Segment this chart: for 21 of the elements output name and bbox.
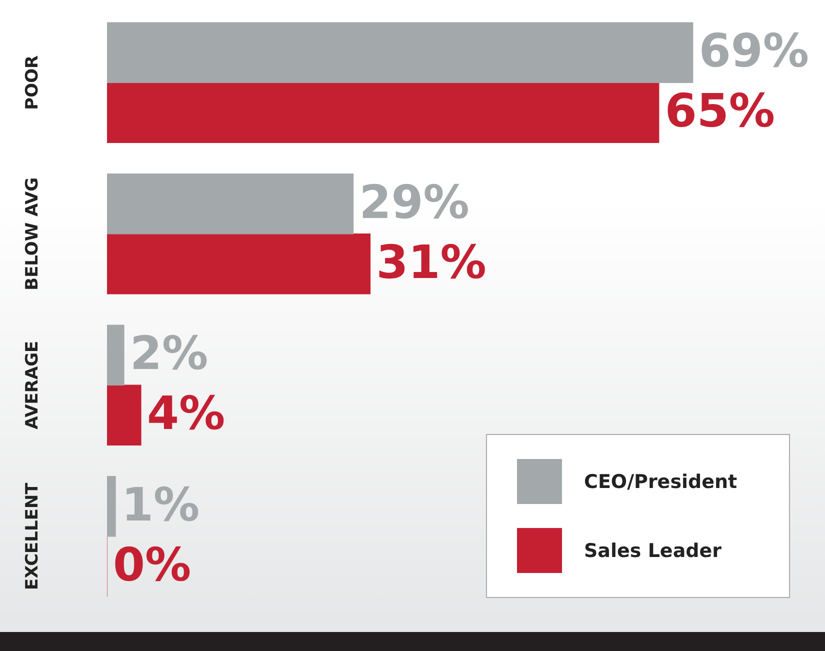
y-tick-label: AVERAGE bbox=[22, 340, 42, 430]
bar bbox=[107, 174, 354, 234]
legend-label: CEO/President bbox=[584, 470, 738, 492]
y-tick-label: EXCELLENT bbox=[22, 482, 42, 590]
bar bbox=[107, 234, 371, 294]
y-tick-label: POOR bbox=[22, 55, 42, 110]
data-label: 65% bbox=[664, 84, 775, 138]
data-label: 0% bbox=[113, 537, 192, 592]
data-label: 1% bbox=[121, 477, 200, 532]
bar bbox=[107, 324, 124, 386]
data-label: 2% bbox=[130, 326, 208, 380]
bar bbox=[107, 82, 660, 143]
y-tick-label: BELOW AVG bbox=[22, 177, 42, 290]
data-label: 69% bbox=[698, 24, 809, 78]
bar bbox=[107, 22, 694, 83]
data-label: 31% bbox=[376, 234, 486, 289]
data-label: 29% bbox=[359, 174, 470, 229]
legend-label: Sales Leader bbox=[584, 540, 722, 562]
bar bbox=[107, 384, 142, 446]
bar bbox=[107, 476, 116, 537]
data-label: 4% bbox=[146, 386, 226, 440]
